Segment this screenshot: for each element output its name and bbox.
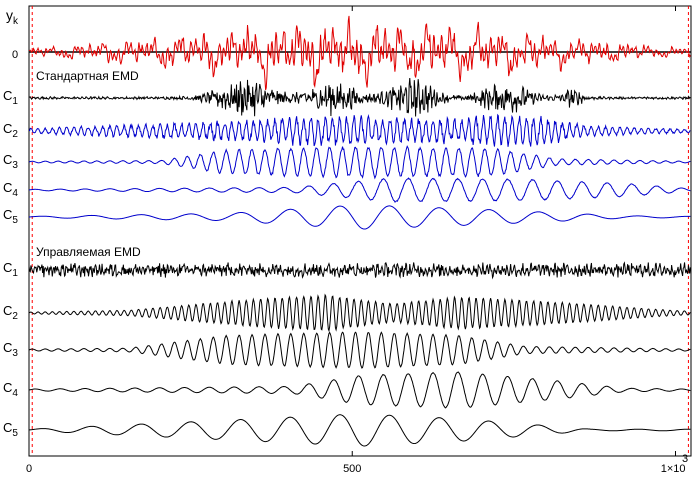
series-line-standard-c1 xyxy=(28,77,691,117)
x-tick-exponent: 3 xyxy=(682,453,688,465)
x-tick-label-0: 0 xyxy=(26,463,32,475)
row-label-controlled-c1: C1 xyxy=(3,260,18,279)
boundary-markers xyxy=(31,6,689,456)
x-tick-label-2: 1×10 xyxy=(661,463,686,475)
row-label-standard-c1: C1 xyxy=(3,88,18,107)
plot-frame xyxy=(28,5,692,457)
series-line-controlled-c5 xyxy=(28,414,691,447)
series-line-standard-c4 xyxy=(28,177,691,203)
series-line-controlled-c2 xyxy=(28,293,691,333)
series-line-controlled-c4 xyxy=(28,371,691,409)
series-layer xyxy=(28,15,691,447)
series-line-standard-c5 xyxy=(28,205,691,230)
row-label-standard-c2: C2 xyxy=(3,121,18,140)
row-label-standard-c3: C3 xyxy=(3,152,18,171)
row-label-controlled-c5: C5 xyxy=(3,420,18,439)
series-line-standard-c3 xyxy=(28,145,691,180)
series-line-controlled-c1 xyxy=(28,261,691,280)
row-label-standard-c5: C5 xyxy=(3,207,18,226)
series-line-signal-y xyxy=(28,15,691,91)
row-labels: C1 C2 C3 C4 C5 C1 C2 C3 C4 C5 xyxy=(3,88,18,439)
row-label-standard-c4: C4 xyxy=(3,180,18,199)
series-line-standard-c2 xyxy=(29,113,691,147)
x-tick-label-1: 500 xyxy=(343,463,361,475)
section-title-controlled: Управляемая EMD xyxy=(36,245,141,259)
section-title-standard: Стандартная EMD xyxy=(36,69,139,83)
row-label-controlled-c3: C3 xyxy=(3,340,18,359)
y-tick-zero: 0 xyxy=(12,49,18,61)
row-label-controlled-c2: C2 xyxy=(3,303,18,322)
y-axis-label: yk xyxy=(6,7,19,27)
row-label-controlled-c4: C4 xyxy=(3,380,18,399)
series-line-controlled-c3 xyxy=(28,331,691,369)
x-ticks: 0 500 1×10 xyxy=(26,6,686,475)
